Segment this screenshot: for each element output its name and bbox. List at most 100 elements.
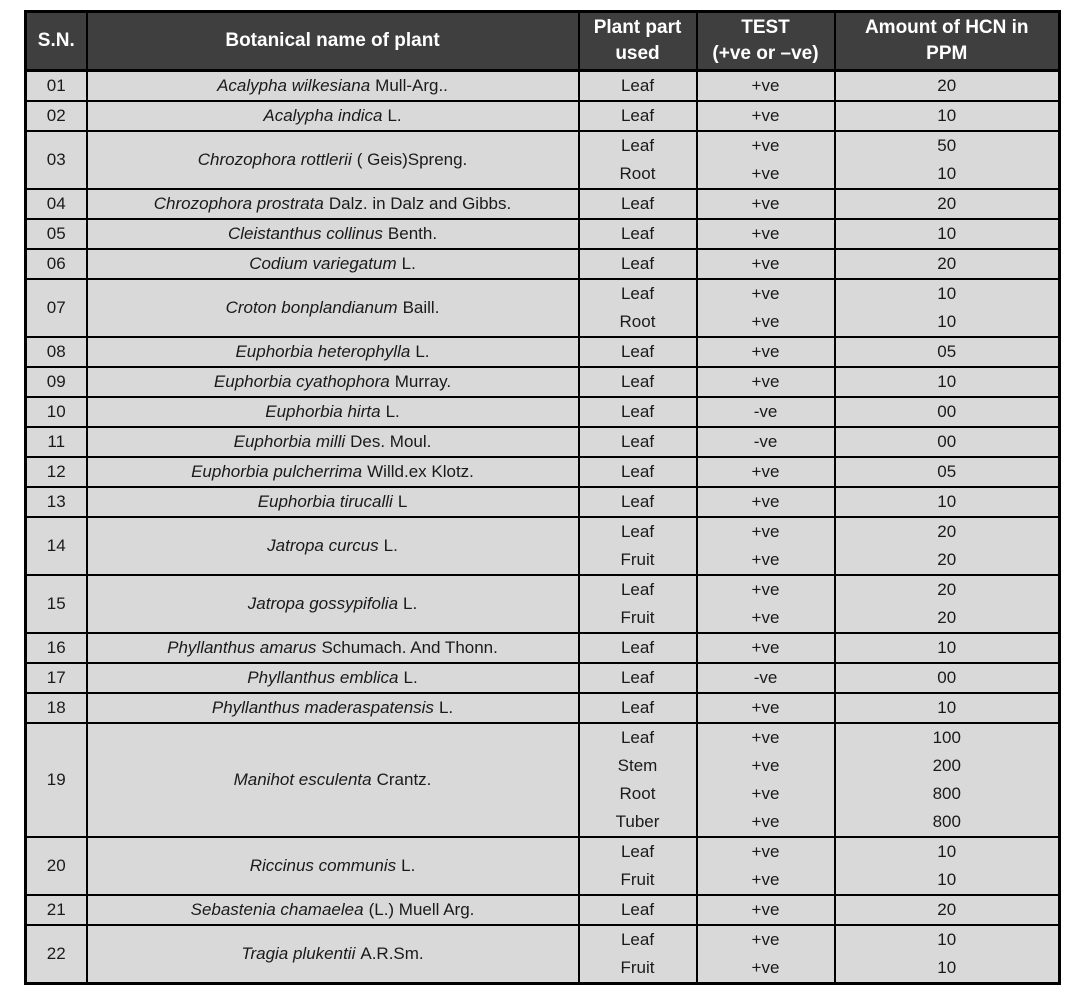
plant-part-cell: Leaf	[577, 632, 698, 664]
hcn-amount-cell: 20	[833, 69, 1061, 102]
hcn-amount-cell: 20 20	[833, 516, 1061, 576]
col-header-line: (+ve or –ve)	[712, 43, 819, 64]
plant-part-value: Leaf	[620, 462, 655, 481]
serial-number-cell: 11	[24, 426, 88, 458]
test-result-value: +ve	[751, 224, 780, 243]
botanical-name-binomial: Codium variegatum	[249, 254, 397, 273]
plant-part-value: Leaf	[620, 492, 655, 511]
table-row: 08 Euphorbia heterophylla L. Leaf +ve 05	[24, 336, 1061, 368]
hcn-amount-value: 00	[937, 432, 957, 451]
test-result-cell: -ve	[695, 662, 836, 694]
botanical-name-cell: Euphorbia pulcherrima Willd.ex Klotz.	[85, 456, 580, 488]
plant-part-value: Leaf	[620, 254, 655, 273]
serial-number-cell: 02	[24, 100, 88, 132]
hcn-amount-value: 20	[937, 608, 957, 627]
table-row: 17 Phyllanthus emblica L. Leaf -ve 00	[24, 662, 1061, 694]
test-result-cell: +ve	[695, 188, 836, 220]
plant-part-cell: Leaf Fruit	[577, 574, 698, 634]
plant-part-cell: Leaf	[577, 248, 698, 280]
col-header-hcn: Amount of HCN in PPM	[833, 10, 1061, 72]
botanical-name-author: (L.) Muell Arg.	[368, 900, 475, 919]
serial-number: 11	[47, 432, 66, 451]
serial-number: 01	[46, 76, 66, 95]
botanical-name-binomial: Euphorbia cyathophora	[213, 372, 390, 391]
test-result-cell: +ve	[695, 100, 836, 132]
test-result-value: -ve	[753, 668, 778, 687]
test-result-cell: +ve	[695, 336, 836, 368]
botanical-name-cell: Phyllanthus amarus Schumach. And Thonn.	[85, 632, 580, 664]
hcn-amount-cell: 05	[833, 336, 1061, 368]
serial-number-cell: 12	[24, 456, 88, 488]
botanical-name-cell: Chrozophora prostrata Dalz. in Dalz and G…	[85, 188, 580, 220]
table-row: 11 Euphorbia milli Des. Moul. Leaf -ve 00	[24, 426, 1061, 458]
plant-part-cell: Leaf Fruit	[577, 924, 698, 985]
serial-number-cell: 07	[24, 278, 88, 338]
test-result-value: +ve	[751, 870, 780, 889]
serial-number: 21	[46, 900, 66, 919]
plant-part-cell: Leaf Stem Root Tuber	[577, 722, 698, 838]
test-result-value: +ve	[751, 608, 780, 627]
test-result-cell: -ve	[695, 426, 836, 458]
test-result-cell: +ve +ve	[695, 574, 836, 634]
plant-part-value: Root	[619, 312, 656, 331]
botanical-name-cell: Jatropa curcus L.	[85, 516, 580, 576]
hcn-amount-cell: 05	[833, 456, 1061, 488]
botanical-name-binomial: Jatropa curcus	[267, 536, 379, 555]
serial-number-cell: 20	[24, 836, 88, 896]
botanical-name-cell: Euphorbia heterophylla L.	[85, 336, 580, 368]
botanical-name-binomial: Euphorbia milli	[233, 432, 346, 451]
test-result-value: +ve	[751, 756, 780, 775]
test-result-value: +ve	[751, 254, 780, 273]
serial-number: 15	[46, 594, 66, 613]
botanical-name-author: L	[397, 492, 408, 511]
botanical-name-cell: Tragia plukentii A.R.Sm.	[85, 924, 580, 985]
botanical-name-author: L.	[385, 402, 400, 421]
botanical-name-author: L.	[415, 342, 430, 361]
table-body: 01 Acalypha wilkesiana Mull-Arg.. Leaf +ve 20…	[24, 69, 1061, 985]
hcn-amount-cell: 10 10	[833, 278, 1061, 338]
hcn-amount-value: 10	[937, 958, 957, 977]
col-header-sn: S.N.	[24, 10, 88, 72]
test-result-value: +ve	[751, 930, 780, 949]
botanical-name-binomial: Euphorbia heterophylla	[235, 342, 411, 361]
serial-number-cell: 05	[24, 218, 88, 250]
test-result-cell: +ve +ve	[695, 924, 836, 985]
plant-part-value: Fruit	[620, 958, 655, 977]
plant-part-cell: Leaf Fruit	[577, 516, 698, 576]
hcn-amount-cell: 20	[833, 188, 1061, 220]
serial-number: 08	[46, 342, 66, 361]
plant-part-cell: Leaf	[577, 396, 698, 428]
test-result-value: +ve	[751, 522, 780, 541]
col-header-test: TEST (+ve or –ve)	[695, 10, 836, 72]
test-result-value: +ve	[751, 342, 780, 361]
plant-part-cell: Leaf	[577, 894, 698, 926]
botanical-name-cell: Jatropa gossypifolia L.	[85, 574, 580, 634]
serial-number: 05	[46, 224, 66, 243]
serial-number-cell: 19	[24, 722, 88, 838]
hcn-results-table: S.N. Botanical name of plant Plant part use…	[24, 10, 1061, 985]
table-row: 18 Phyllanthus maderaspatensis L. Leaf +ve 10	[24, 692, 1061, 724]
botanical-name-cell: Croton bonplandianum Baill.	[85, 278, 580, 338]
table-row: 14 Jatropa curcus L. Leaf Fruit +ve +ve 20 20	[24, 516, 1061, 576]
col-header-line: Amount of HCN in	[864, 17, 1029, 38]
col-header-part: Plant part used	[577, 10, 698, 72]
serial-number-cell: 16	[24, 632, 88, 664]
plant-part-value: Fruit	[620, 550, 655, 569]
test-result-value: +ve	[751, 550, 780, 569]
serial-number: 17	[46, 668, 66, 687]
botanical-name-binomial: Chrozophora rottlerii	[197, 150, 352, 169]
hcn-amount-value: 20	[937, 76, 957, 95]
col-header-line: Plant part	[593, 17, 682, 38]
serial-number-cell: 06	[24, 248, 88, 280]
serial-number-cell: 21	[24, 894, 88, 926]
hcn-amount-value: 10	[937, 284, 957, 303]
plant-part-value: Root	[619, 784, 656, 803]
botanical-name-author: L.	[438, 698, 454, 717]
test-result-cell: +ve	[695, 486, 836, 518]
hcn-amount-value: 10	[937, 638, 957, 657]
test-result-cell: +ve	[695, 692, 836, 724]
botanical-name-cell: Chrozophora rottlerii( Geis)Spreng.	[85, 130, 580, 190]
table-row: 15 Jatropa gossypifolia L. Leaf Fruit +ve +ve 2…	[24, 574, 1061, 634]
test-result-cell: +ve	[695, 632, 836, 664]
